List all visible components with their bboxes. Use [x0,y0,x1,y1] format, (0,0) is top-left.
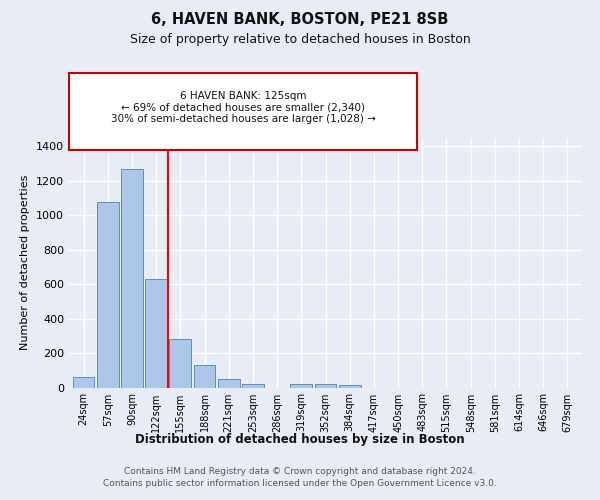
Bar [194,366,215,388]
Bar [145,279,167,388]
Y-axis label: Number of detached properties: Number of detached properties [20,175,31,350]
Bar [121,168,143,388]
Bar [339,386,361,388]
Text: Size of property relative to detached houses in Boston: Size of property relative to detached ho… [130,32,470,46]
Bar [290,384,312,388]
Bar [242,384,264,388]
Bar [73,376,94,388]
Bar [97,202,119,388]
Bar [314,384,337,388]
Bar [169,339,191,388]
Text: 6 HAVEN BANK: 125sqm
← 69% of detached houses are smaller (2,340)
30% of semi-de: 6 HAVEN BANK: 125sqm ← 69% of detached h… [110,91,376,124]
Text: Distribution of detached houses by size in Boston: Distribution of detached houses by size … [135,432,465,446]
Text: 6, HAVEN BANK, BOSTON, PE21 8SB: 6, HAVEN BANK, BOSTON, PE21 8SB [151,12,449,28]
Bar [218,380,239,388]
Text: Contains HM Land Registry data © Crown copyright and database right 2024.
Contai: Contains HM Land Registry data © Crown c… [103,466,497,487]
